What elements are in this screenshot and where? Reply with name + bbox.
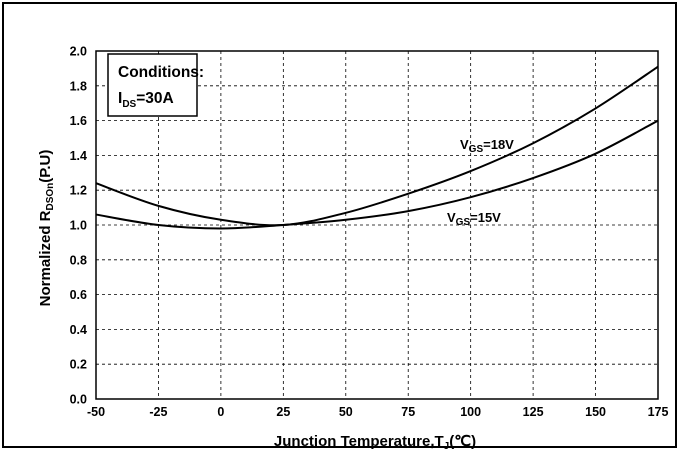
plot-area-border: [95, 50, 659, 400]
y-tick-label: 1.8: [70, 79, 87, 93]
y-axis-label-unit: (P.U): [37, 150, 54, 183]
series-label-vgs18-value: =18V: [483, 137, 514, 152]
x-axis-label-main: Junction Temperature,T: [274, 433, 444, 450]
y-tick-label: 1.2: [70, 184, 87, 198]
conditions-box: [107, 53, 198, 117]
y-tick-label: 0.4: [70, 323, 87, 337]
y-tick-labels: 0.0 0.2 0.4 0.6 0.8 1.0 1.2 1.4 1.6 1.8 2.0: [70, 45, 87, 407]
series-label-vgs15-main: V: [447, 210, 456, 225]
x-tick-label: 100: [460, 405, 481, 419]
series-label-vgs15-sub: GS: [456, 217, 471, 228]
series-line-vgs15: [95, 119, 659, 230]
y-tick-label: 0.8: [70, 253, 87, 267]
series-group: [95, 65, 659, 230]
x-tick-label: 125: [523, 405, 544, 419]
x-tick-label: 0: [217, 405, 224, 419]
y-axis-label-main: Normalized R: [37, 210, 54, 306]
x-tick-label: -25: [149, 405, 167, 419]
series-label-vgs15-value: =15V: [470, 210, 501, 225]
y-axis-label: Normalized RDSOn(P.U): [37, 150, 56, 307]
series-label-vgs18-main: V: [460, 137, 469, 152]
x-axis-label-unit: (℃): [449, 433, 476, 450]
y-tick-label: 2.0: [70, 45, 87, 59]
x-axis-label: Junction Temperature,TJ(℃): [274, 433, 476, 452]
series-label-vgs18-sub: GS: [469, 144, 484, 155]
y-tick-label: 1.6: [70, 114, 87, 128]
x-tick-label: 25: [276, 405, 290, 419]
y-tick-label: 1.4: [70, 149, 87, 163]
conditions-title: Conditions:: [118, 64, 204, 81]
x-tick-label: 175: [648, 405, 669, 419]
x-axis-label-sub: J: [444, 441, 450, 452]
series-label-vgs15: VGS=15V: [447, 210, 501, 228]
conditions-current: IDS=30A: [118, 90, 174, 110]
series-label-vgs18: VGS=18V: [460, 137, 514, 155]
x-tick-label: 150: [585, 405, 606, 419]
conditions-current-value: =30A: [136, 90, 174, 107]
x-tick-label: -50: [87, 405, 105, 419]
x-tick-labels: -50 -25 0 25 50 75 100 125 150 175: [87, 405, 669, 419]
y-tick-label: 0.0: [70, 393, 87, 407]
conditions-current-main: I: [118, 90, 122, 107]
y-axis-label-sub: DSOn: [45, 183, 56, 211]
y-tick-label: 0.6: [70, 288, 87, 302]
x-tick-label: 75: [401, 405, 415, 419]
conditions-current-sub: DS: [122, 99, 136, 110]
y-tick-label: 1.0: [70, 219, 87, 233]
y-tick-label: 0.2: [70, 358, 87, 372]
x-tick-label: 50: [339, 405, 353, 419]
series-line-vgs18: [95, 65, 659, 227]
